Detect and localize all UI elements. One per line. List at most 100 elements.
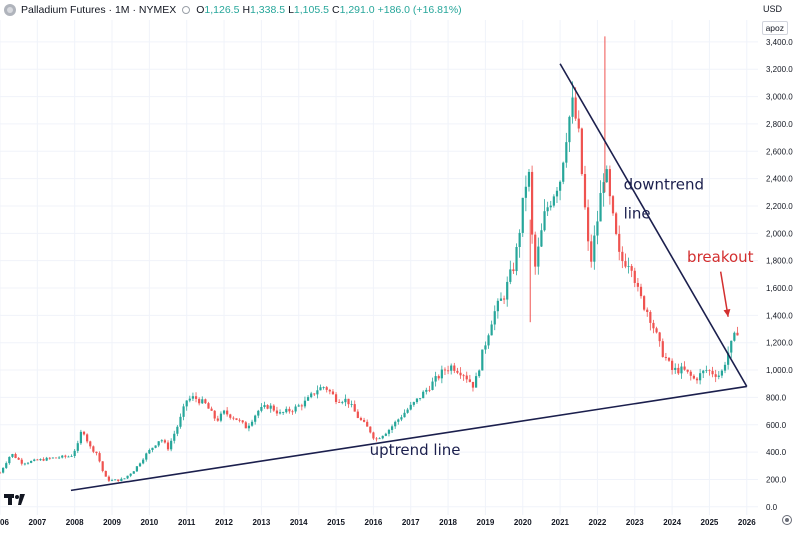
low-label: L: [288, 4, 294, 16]
candle-body: [126, 475, 129, 479]
candle-body: [297, 405, 300, 407]
candle-body: [655, 328, 658, 333]
candle-body: [244, 422, 247, 429]
candle-body: [8, 456, 11, 464]
candle-body: [611, 196, 615, 214]
candle-body: [446, 370, 450, 372]
chart-title[interactable]: Palladium Futures · 1M · NYMEX: [21, 4, 177, 16]
candle-body: [621, 251, 624, 262]
candle-body: [456, 370, 459, 373]
candle-body: [381, 435, 384, 439]
candle-body: [163, 440, 167, 443]
candle-body: [42, 459, 45, 461]
candle-body: [338, 402, 341, 403]
y-tick-label: 1,800.0: [766, 257, 793, 266]
settings-icon[interactable]: [782, 515, 792, 525]
x-tick-label: 2009: [103, 518, 121, 527]
candle-body: [390, 426, 394, 430]
candle-body: [580, 128, 583, 175]
y-tick-label: 400.0: [766, 448, 787, 457]
candle-body: [201, 399, 204, 404]
candle-body: [418, 398, 422, 399]
candle-body: [154, 445, 157, 448]
candle-body: [366, 421, 369, 427]
candle-body: [33, 459, 36, 461]
y-tick-label: 0.0: [766, 503, 778, 512]
candle-body: [714, 374, 717, 377]
candle-body: [702, 370, 705, 374]
candle-body: [490, 324, 493, 336]
palladium-symbol-icon[interactable]: [4, 4, 16, 16]
candle-body: [362, 419, 366, 422]
candle-body: [643, 296, 646, 310]
annotation-label: uptrend line: [370, 441, 461, 459]
y-tick-label: 3,400.0: [766, 38, 793, 47]
candle-body: [440, 369, 443, 379]
candle-body: [587, 207, 590, 242]
candle-body: [387, 429, 391, 434]
candle-body: [412, 402, 415, 405]
candle-body: [568, 116, 571, 143]
candle-body: [269, 405, 272, 409]
candle-body: [730, 340, 733, 353]
y-tick-label: 3,200.0: [766, 65, 793, 74]
candle-body: [356, 411, 359, 418]
candle-body: [474, 376, 478, 388]
candle-body: [26, 462, 30, 464]
candle-body: [229, 414, 232, 418]
candle-body: [254, 415, 257, 422]
candle-body: [499, 298, 503, 301]
annotation-label: breakout: [687, 248, 754, 266]
candle-body: [2, 467, 5, 473]
candle-body: [107, 476, 111, 481]
candle-body: [39, 459, 42, 461]
x-tick-label: 2008: [66, 518, 84, 527]
y-tick-label: 600.0: [766, 421, 787, 430]
candle-body: [537, 246, 540, 267]
x-tick-label: 2020: [514, 518, 532, 527]
candle-body: [583, 174, 587, 208]
candle-body: [571, 97, 574, 117]
candle-body: [577, 118, 580, 129]
open-label: O: [196, 4, 205, 16]
chart-header: Palladium Futures · 1M · NYMEX O 1,126.5 …: [4, 2, 465, 18]
candle-body: [58, 457, 61, 459]
candle-body: [496, 300, 499, 312]
candle-body: [422, 391, 425, 399]
scale-mode-button[interactable]: apoz: [761, 21, 788, 35]
candle-body: [334, 394, 338, 403]
candle-body: [453, 365, 456, 371]
x-tick-label: 2013: [252, 518, 270, 527]
candle-body: [76, 443, 79, 451]
candle-body: [397, 419, 400, 422]
x-tick-label: 2025: [701, 518, 719, 527]
candle-body: [493, 311, 496, 325]
close-label: C: [331, 4, 340, 16]
candle-body: [157, 441, 160, 446]
candle-body: [727, 352, 730, 365]
candle-body: [708, 370, 711, 372]
candle-body: [79, 431, 83, 444]
candle-body: [61, 455, 64, 458]
x-tick-label: 2026: [738, 518, 756, 527]
candle-body: [636, 282, 639, 287]
candle-body: [618, 233, 621, 252]
candle-body: [51, 457, 54, 459]
x-tick-label: 2023: [626, 518, 644, 527]
candle-body: [515, 246, 518, 272]
candle-body: [319, 387, 322, 391]
candle-body: [101, 461, 104, 471]
candle-body: [552, 196, 555, 206]
high-label: H: [242, 4, 251, 16]
candle-body: [658, 332, 661, 342]
candle-body: [48, 457, 51, 459]
candle-body: [692, 375, 695, 379]
candle-body: [347, 398, 350, 405]
change-value: +186.0 (+16.81%): [377, 4, 462, 16]
high-value: 1,338.5: [250, 4, 286, 16]
x-tick-label: 2012: [215, 518, 233, 527]
candle-body: [736, 332, 739, 336]
candle-body: [680, 366, 683, 374]
market-status-icon[interactable]: [182, 6, 191, 14]
